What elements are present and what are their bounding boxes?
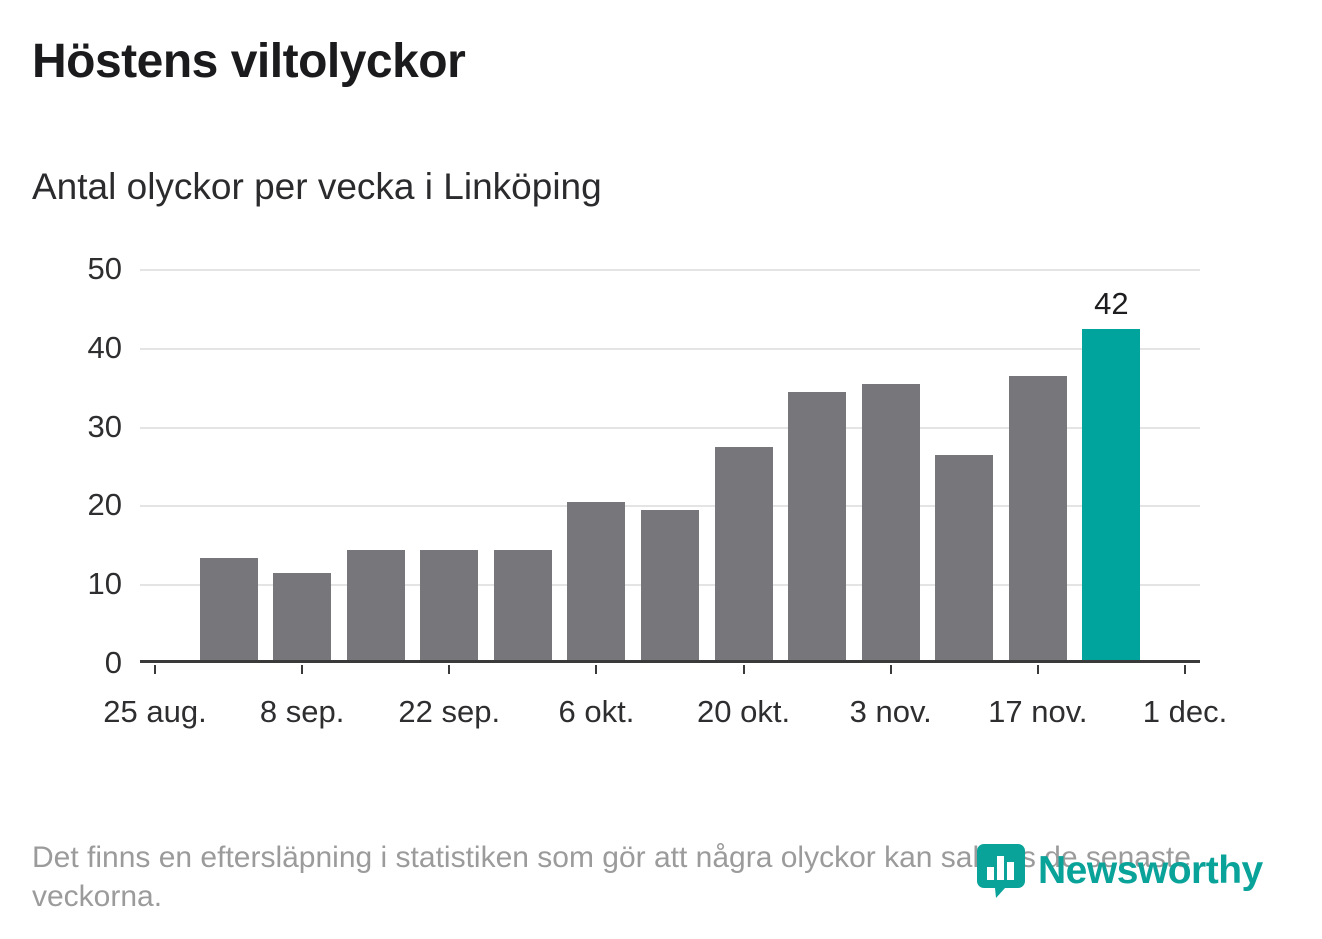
gridline: [140, 505, 1200, 508]
x-axis-tick-label: 25 aug.: [103, 694, 207, 729]
gridline: [140, 426, 1200, 429]
x-axis-tick-label: 17 nov.: [988, 694, 1088, 729]
x-axis-tick: [301, 665, 304, 674]
bar: [493, 549, 552, 660]
bar: [420, 549, 479, 660]
bar: [861, 384, 920, 660]
page-subtitle: Antal olyckor per vecka i Linköping: [32, 166, 602, 207]
bar: [199, 557, 258, 660]
bar-highlighted: [1082, 329, 1141, 660]
y-axis-tick-label: 50: [87, 251, 122, 286]
x-axis-tick-label: 3 nov.: [849, 694, 932, 729]
y-axis-tick-label: 40: [87, 329, 122, 365]
newsworthy-logo-icon: [976, 843, 1026, 899]
x-axis-tick-label: 22 sep.: [398, 694, 501, 729]
bar: [346, 549, 405, 660]
page-title: Höstens viltolyckor: [32, 35, 466, 88]
x-axis-tick-label: 1 dec.: [1142, 694, 1228, 729]
x-axis-tick: [448, 665, 451, 674]
bar: [1008, 376, 1067, 660]
bar: [273, 573, 332, 660]
branding-logo: Newsworthy: [976, 843, 1263, 899]
y-axis-tick-label: 20: [87, 487, 122, 523]
gridline: [140, 269, 1200, 271]
y-axis-tick-label: 10: [87, 566, 122, 602]
bar: [567, 502, 626, 660]
y-axis-tick-label: 30: [87, 408, 122, 444]
bar: [641, 510, 699, 660]
bar: [788, 392, 847, 660]
x-axis-tick: [742, 665, 745, 674]
bar: [935, 455, 994, 660]
x-axis-tick: [595, 665, 598, 674]
bar-value-label: 42: [1094, 286, 1129, 322]
x-axis-tick: [1036, 665, 1039, 674]
x-axis-tick-label: 20 okt.: [697, 694, 791, 729]
y-axis-tick-label: 0: [104, 645, 122, 680]
x-axis-tick: [1184, 665, 1186, 674]
bar: [714, 447, 773, 660]
x-axis-tick: [889, 665, 892, 674]
brand-name: Newsworthy: [1038, 849, 1263, 892]
gridline: [140, 347, 1200, 350]
x-axis-tick-label: 6 okt.: [558, 694, 635, 729]
x-axis-tick-label: 8 sep.: [259, 694, 345, 729]
x-axis-tick: [154, 665, 156, 674]
plot-area: 42: [140, 269, 1200, 663]
